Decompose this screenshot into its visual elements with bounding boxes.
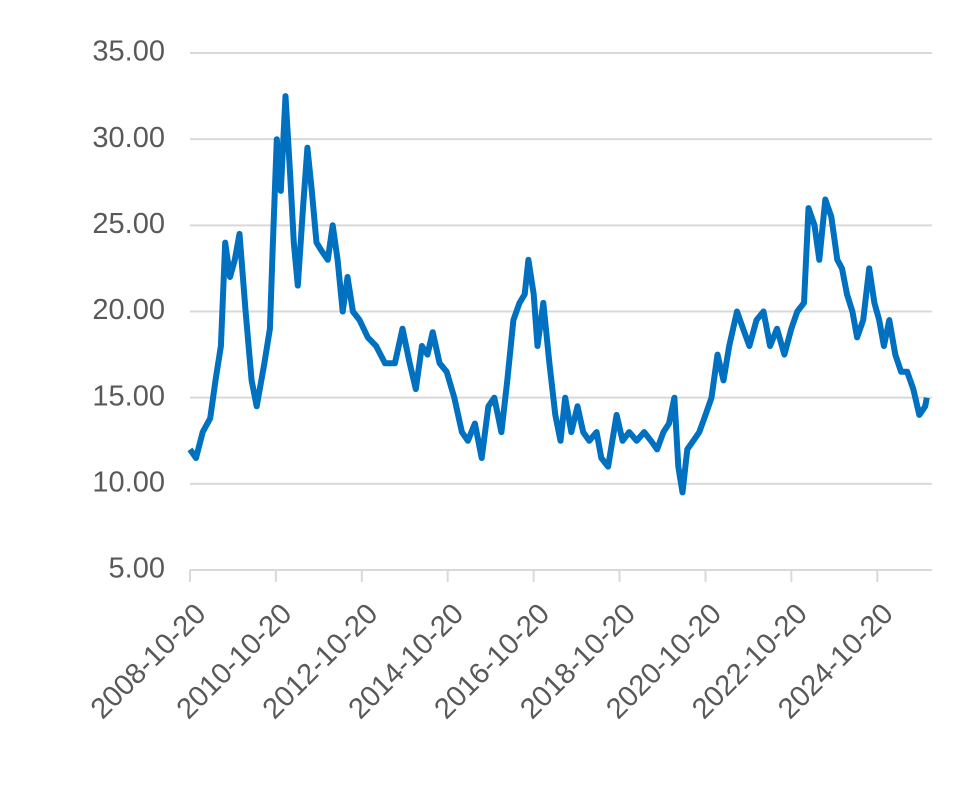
- y-tick-label: 35.00: [92, 36, 165, 68]
- y-tick-label: 10.00: [92, 466, 165, 498]
- y-tick-label: 15.00: [92, 380, 165, 412]
- y-tick-label: 25.00: [92, 208, 165, 240]
- y-tick-label: 20.00: [92, 294, 165, 326]
- data-line: [187, 93, 930, 496]
- y-tick-label: 5.00: [109, 553, 165, 585]
- y-tick-label: 30.00: [92, 122, 165, 154]
